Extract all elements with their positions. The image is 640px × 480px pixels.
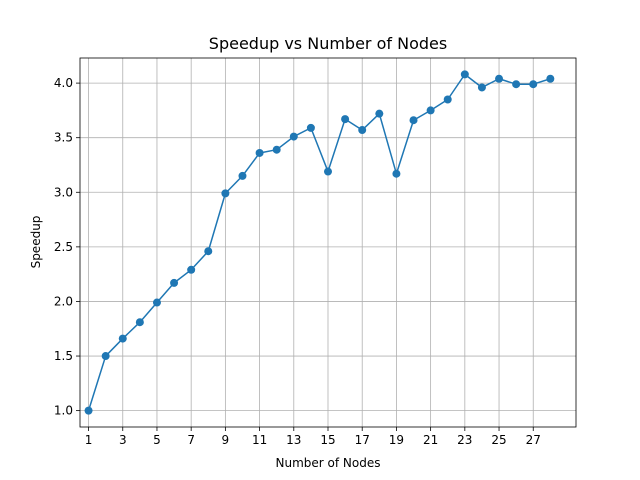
data-point [170, 278, 179, 287]
x-tick-label: 25 [491, 433, 506, 447]
x-tick-label: 1 [85, 433, 93, 447]
y-tick-label: 3.5 [54, 131, 73, 145]
x-tick-label: 3 [119, 433, 127, 447]
data-point [512, 80, 521, 89]
data-point [529, 80, 538, 89]
y-tick-label: 1.0 [54, 404, 73, 418]
data-point [255, 148, 264, 157]
chart-title: Speedup vs Number of Nodes [209, 34, 447, 53]
x-tick-label: 15 [320, 433, 335, 447]
y-tick-label: 2.5 [54, 240, 73, 254]
x-tick-label: 21 [423, 433, 438, 447]
x-tick-label: 11 [252, 433, 267, 447]
data-point [375, 109, 384, 118]
data-point [341, 115, 350, 124]
data-point [221, 189, 230, 198]
data-point [460, 70, 469, 79]
x-tick-label: 19 [389, 433, 404, 447]
data-point [204, 247, 213, 256]
x-tick-label: 13 [286, 433, 301, 447]
y-axis-label: Speedup [29, 216, 43, 269]
data-point [495, 74, 504, 83]
x-tick-label: 27 [526, 433, 541, 447]
data-point [187, 265, 196, 274]
y-tick-label: 3.0 [54, 185, 73, 199]
y-tick-label: 4.0 [54, 76, 73, 90]
data-point [443, 95, 452, 104]
data-point [272, 145, 281, 154]
data-point [118, 334, 127, 343]
data-point [324, 167, 332, 176]
y-tick-label: 1.5 [54, 349, 73, 363]
series-line [87, 73, 551, 411]
data-point [289, 132, 298, 141]
grid-lines [80, 58, 576, 427]
data-point [358, 126, 367, 135]
x-tick-label: 9 [222, 433, 230, 447]
x-tick-label: 5 [153, 433, 161, 447]
data-point [392, 169, 401, 178]
data-point [409, 116, 418, 125]
data-point [426, 106, 435, 115]
x-axis-label: Number of Nodes [276, 456, 381, 470]
data-point [306, 123, 315, 132]
data-point [238, 171, 247, 180]
data-point [84, 406, 93, 415]
data-point [135, 318, 144, 327]
data-point [546, 74, 555, 83]
y-tick-label: 2.0 [54, 294, 73, 308]
y-axis-ticks: 1.0 1.5 2.0 2.5 3.0 3.5 4.0 [54, 76, 80, 418]
x-tick-label: 7 [187, 433, 195, 447]
x-tick-label: 23 [457, 433, 472, 447]
data-point [152, 298, 161, 307]
x-axis-ticks: 1 3 5 7 9 11 13 15 17 19 21 23 25 27 [85, 427, 541, 447]
data-point [477, 83, 486, 92]
x-tick-label: 17 [355, 433, 370, 447]
data-point [101, 352, 110, 361]
series-layer [84, 70, 555, 415]
